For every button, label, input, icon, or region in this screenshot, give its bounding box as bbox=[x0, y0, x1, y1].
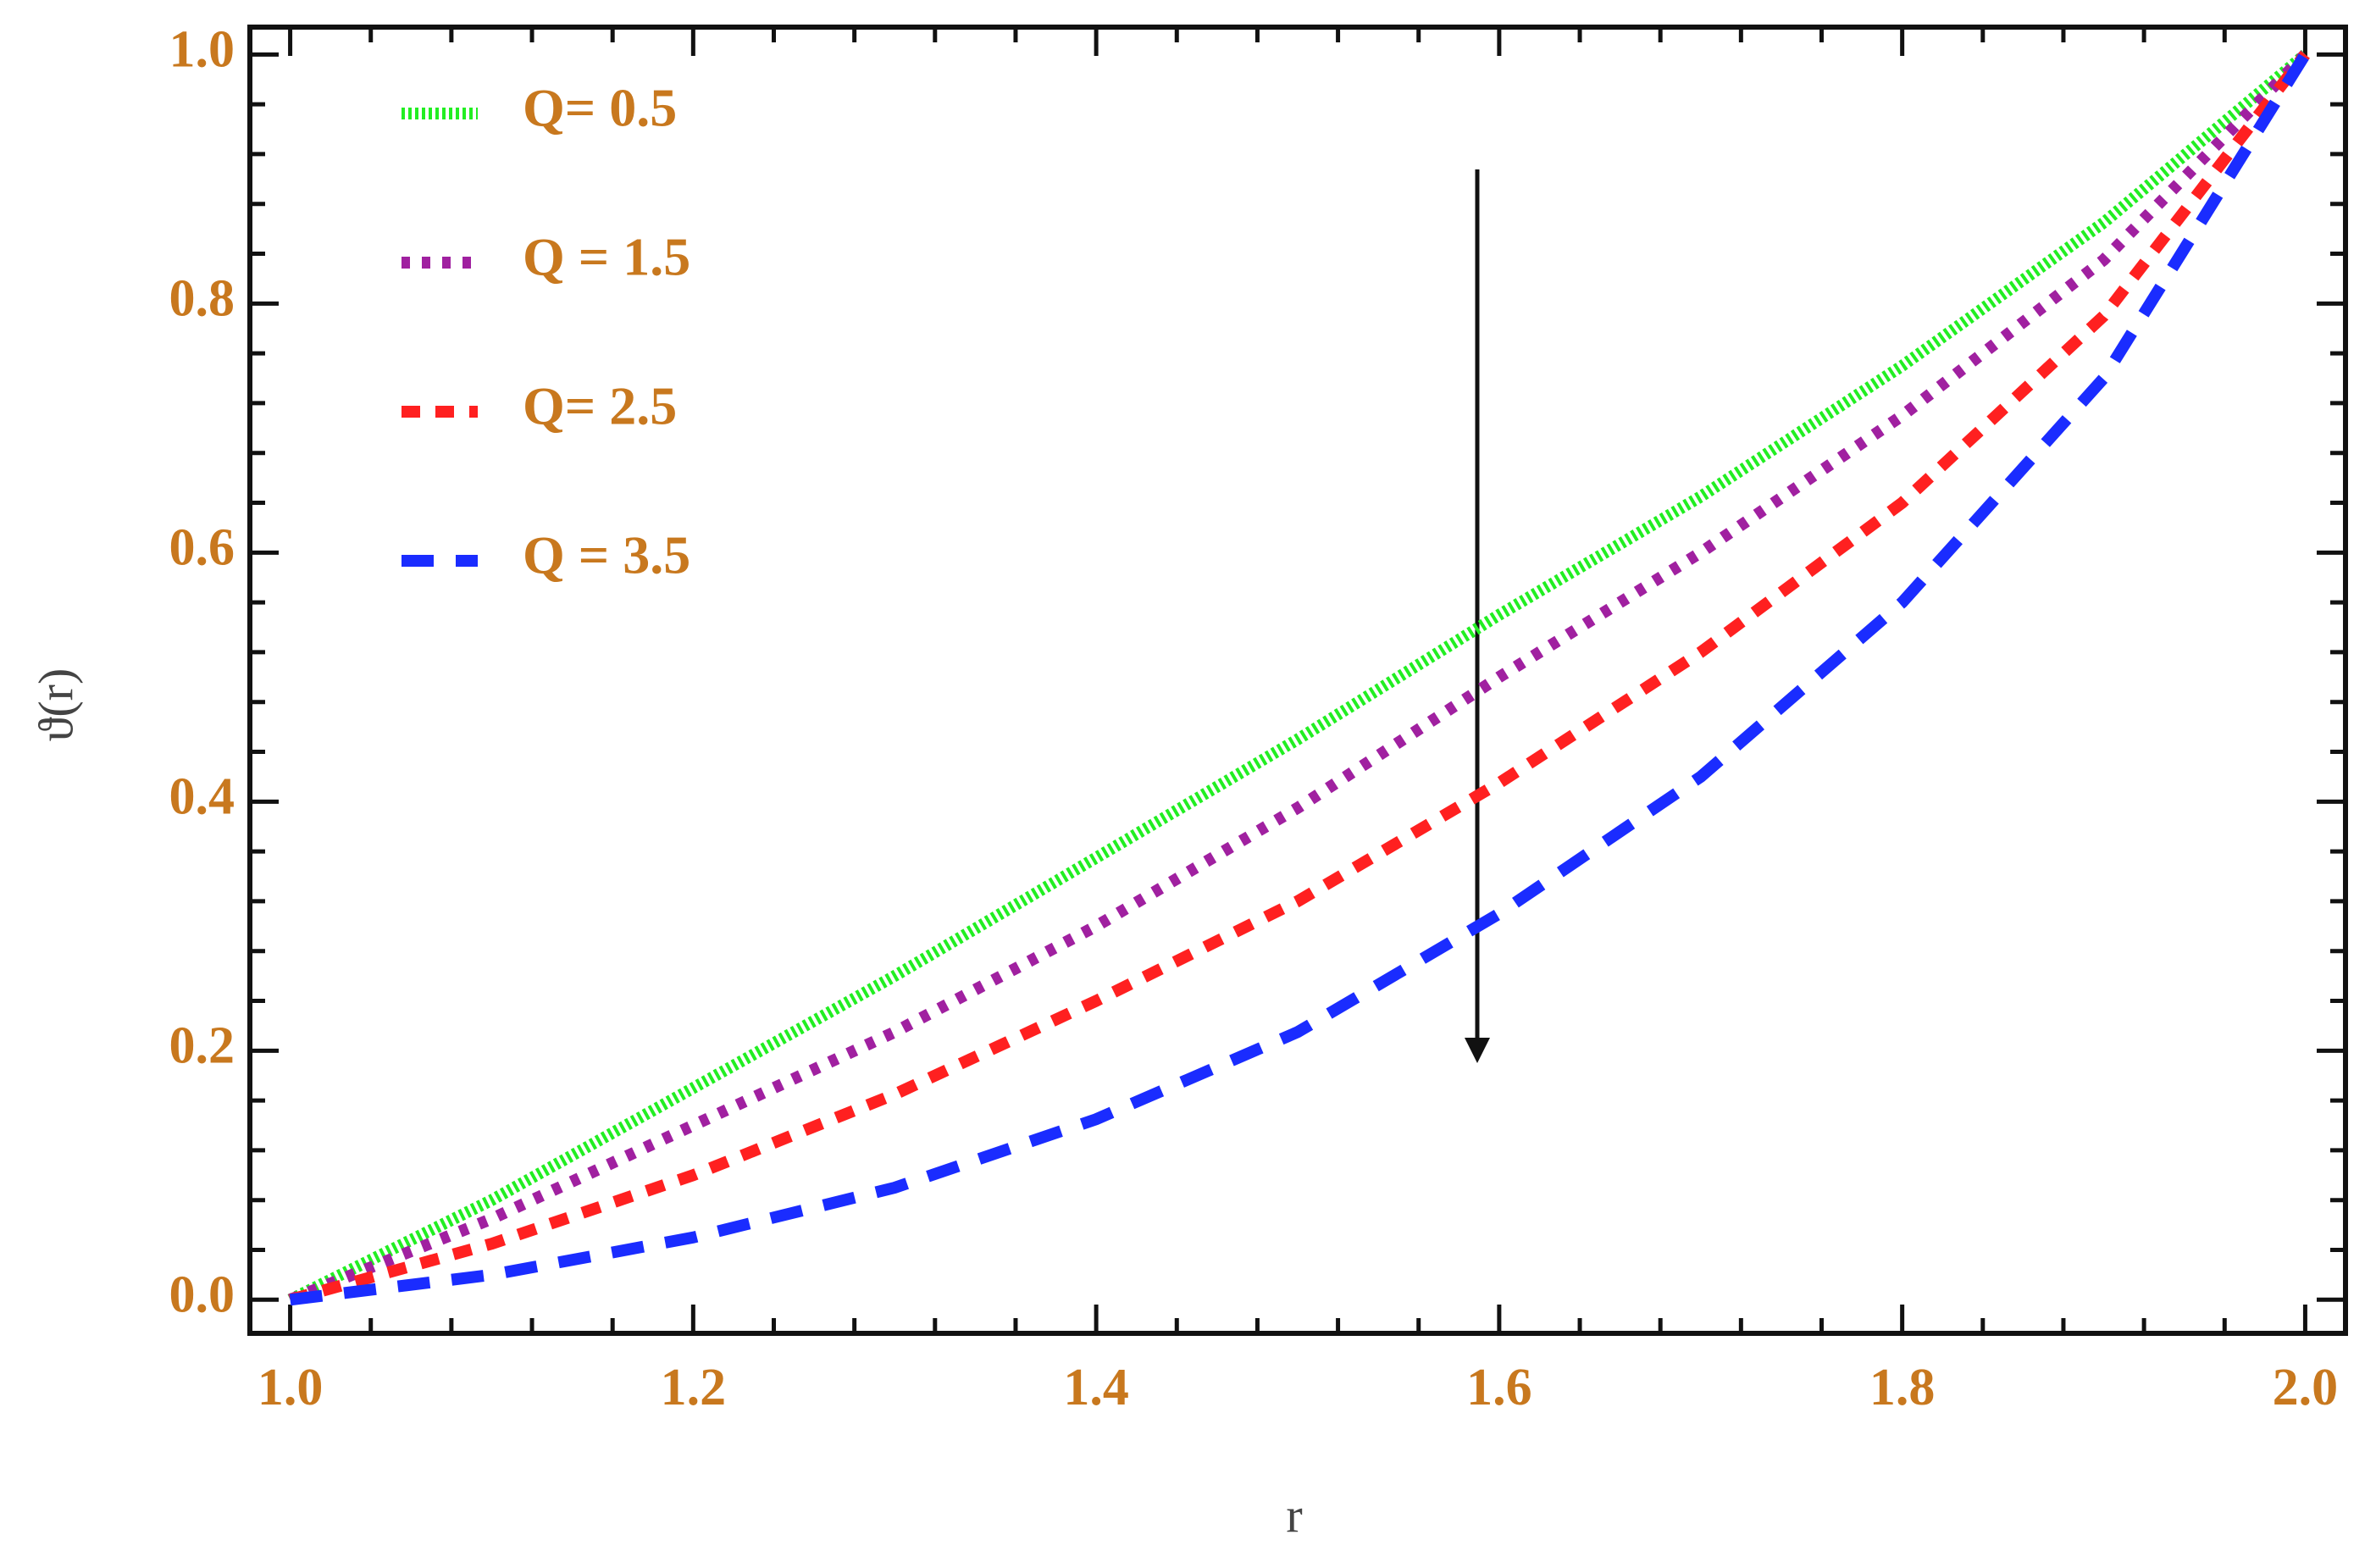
legend-label: Q = 1.5 bbox=[523, 227, 690, 287]
y-tick-label: 0.2 bbox=[169, 1017, 235, 1075]
legend-label: Q= 2.5 bbox=[523, 376, 677, 436]
y-tick-label: 0.4 bbox=[169, 768, 235, 826]
series-line bbox=[287, 50, 2310, 1305]
legend-label: Q= 0.5 bbox=[523, 78, 677, 138]
x-tick-label: 1.6 bbox=[1466, 1359, 1532, 1416]
plot-frame bbox=[247, 25, 2348, 1336]
x-axis-label: r bbox=[1286, 1488, 1302, 1543]
x-tick-label: 1.4 bbox=[1063, 1359, 1129, 1416]
x-tick-label: 1.8 bbox=[1869, 1359, 1936, 1416]
series-line bbox=[287, 49, 2309, 1305]
x-tick-label: 1.0 bbox=[258, 1359, 324, 1416]
y-axis-label: ϑ(r) bbox=[28, 668, 83, 742]
y-tick-label: 1.0 bbox=[169, 21, 235, 79]
series-line bbox=[288, 51, 2310, 1306]
x-tick-label: 1.2 bbox=[661, 1359, 727, 1416]
series-line bbox=[289, 51, 2311, 1306]
y-tick-label: 0.0 bbox=[169, 1266, 235, 1324]
y-tick-label: 0.8 bbox=[169, 270, 235, 328]
legend-label: Q = 3.5 bbox=[523, 525, 690, 585]
x-tick-label: 2.0 bbox=[2273, 1359, 2339, 1416]
y-tick-label: 0.6 bbox=[169, 519, 235, 577]
